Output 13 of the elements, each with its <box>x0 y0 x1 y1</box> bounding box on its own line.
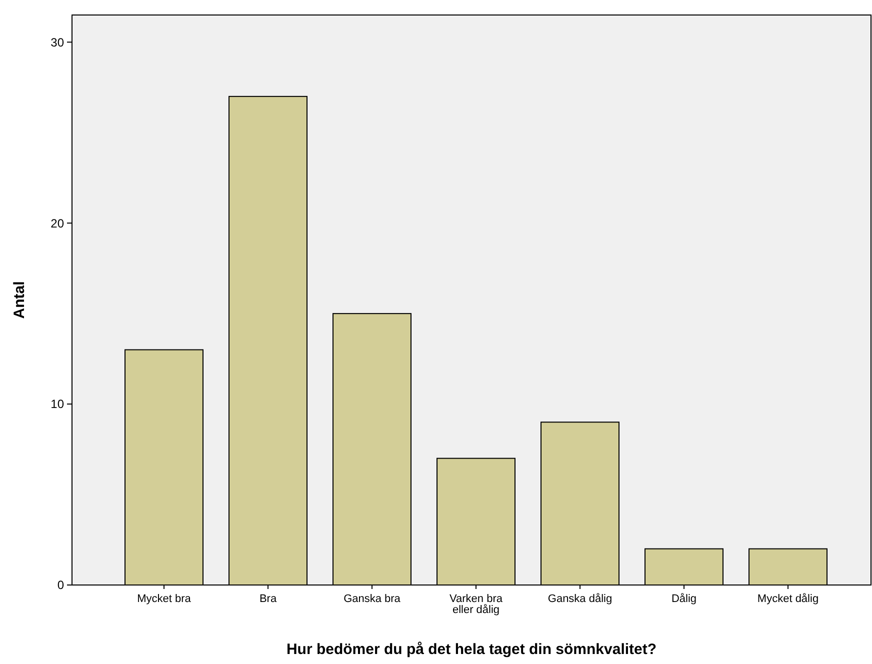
y-tick-label: 30 <box>50 35 64 50</box>
x-tick-label: Ganska dålig <box>548 593 612 605</box>
x-tick-label: Mycket bra <box>137 593 192 605</box>
y-tick-label: 20 <box>50 216 64 230</box>
x-tick-label: Ganska bra <box>344 593 402 605</box>
x-tick-label: Dålig <box>671 593 697 605</box>
x-tick-label: Bra <box>259 593 278 605</box>
y-tick-label: 10 <box>50 397 64 412</box>
x-axis-title: Hur bedömer du på det hela taget din sömnkvalitet? <box>286 641 657 658</box>
y-axis-title: Antal <box>11 281 28 319</box>
y-tick-label: 0 <box>57 578 64 592</box>
x-tick-label: Varken bra eller dålig <box>450 593 504 616</box>
x-tick-label: Mycket dålig <box>757 593 819 605</box>
